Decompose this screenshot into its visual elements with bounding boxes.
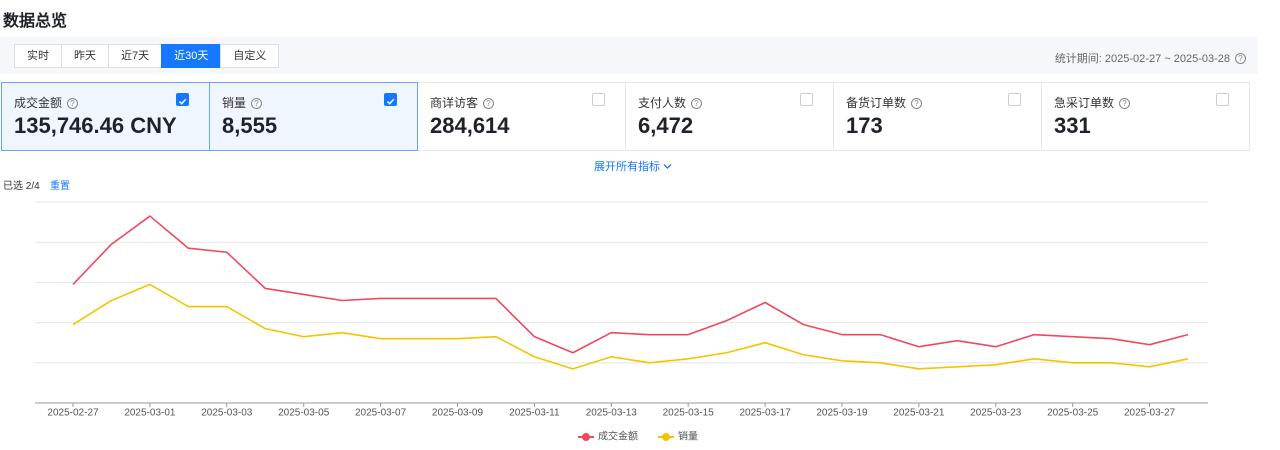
metric-label: 备货订单数: [846, 96, 907, 110]
page-title: 数据总览: [3, 13, 68, 30]
x-tick-label: 2025-03-27: [1124, 408, 1176, 419]
metric-label: 销量: [222, 96, 247, 110]
legend-dot: [582, 433, 590, 441]
metric-card[interactable]: 支付人数? 6,472: [625, 82, 834, 151]
metric-value: 8,555: [222, 113, 278, 138]
metric-checkbox[interactable]: [384, 93, 397, 106]
range-tab[interactable]: 近7天: [108, 44, 163, 68]
metric-value: 331: [1054, 113, 1091, 138]
metric-card[interactable]: 急采订单数? 331: [1041, 82, 1250, 151]
chevron: [663, 164, 672, 169]
metric-label: 成交金额: [14, 96, 63, 110]
expand-link[interactable]: 展开所有指标: [594, 158, 672, 174]
series-line: [72, 283, 1189, 370]
range-tab[interactable]: 近30天: [161, 44, 222, 68]
metric-checkbox[interactable]: [1008, 93, 1021, 106]
help-icon[interactable]: ?: [251, 98, 263, 109]
series-line: [72, 215, 1189, 354]
metric-label-row: 商详访客?: [430, 94, 495, 111]
metric-checkbox[interactable]: [800, 93, 813, 106]
x-tick-label: 2025-03-05: [278, 408, 330, 419]
x-tick-label: 2025-03-01: [124, 408, 176, 419]
legend-label: 成交金额: [598, 430, 638, 443]
metric-label: 商详访客: [430, 96, 479, 110]
metric-value: 284,614: [430, 113, 510, 138]
metric-card[interactable]: 销量? 8,555: [209, 82, 418, 151]
metric-label-row: 销量?: [222, 94, 263, 111]
help-icon[interactable]: ?: [1119, 98, 1131, 109]
legend-dot: [662, 433, 670, 441]
metric-card[interactable]: 商详访客? 284,614: [417, 82, 626, 151]
check-mark: [178, 98, 187, 105]
help-icon[interactable]: ?: [691, 98, 703, 109]
metric-card[interactable]: 备货订单数? 173: [833, 82, 1042, 151]
x-tick-label: 2025-03-09: [432, 408, 484, 419]
metric-value: 6,472: [638, 113, 694, 138]
help-icon[interactable]: ?: [911, 98, 923, 109]
x-tick-label: 2025-03-17: [739, 408, 791, 419]
help-icon[interactable]: ?: [1235, 53, 1246, 64]
chart: 2025-02-27 2025-03-01 2025-03-03 2025-03-05…: [35, 201, 1208, 443]
range-tab[interactable]: 实时: [14, 44, 62, 68]
x-tick-label: 2025-02-27: [47, 408, 99, 419]
period-text: 统计期间: 2025-02-27 ~ 2025-03-28: [1054, 53, 1230, 65]
expand-text: 展开所有指标: [594, 161, 660, 173]
metric-value: 173: [846, 113, 883, 138]
x-tick-label: 2025-03-03: [201, 408, 253, 419]
x-tick-label: 2025-03-23: [970, 408, 1022, 419]
selected-count: 已选 2/4: [3, 181, 40, 192]
metric-value: 135,746.46 CNY: [14, 113, 177, 138]
range-tab[interactable]: 自定义: [220, 44, 280, 68]
range-tabs: 实时 昨天 近7天 近30天 自定义: [14, 44, 280, 68]
metric-checkbox[interactable]: [176, 93, 189, 106]
x-tick-label: 2025-03-25: [1047, 408, 1099, 419]
reset-link[interactable]: 重置: [50, 181, 70, 192]
x-tick-label: 2025-03-15: [663, 408, 715, 419]
x-tick-label: 2025-03-07: [355, 408, 407, 419]
metric-label-row: 成交金额?: [14, 94, 79, 111]
x-tick-label: 2025-03-19: [816, 408, 868, 419]
metric-cards: 成交金额? 135,746.46 CNY 销量? 8,555 商详访客? 284,614 支…: [1, 82, 1250, 151]
help-icon[interactable]: ?: [67, 98, 79, 109]
metric-label-row: 急采订单数?: [1054, 94, 1131, 111]
metric-label-row: 支付人数?: [638, 94, 703, 111]
x-tick-label: 2025-03-13: [586, 408, 638, 419]
range-tab[interactable]: 昨天: [61, 44, 109, 68]
metric-label: 急采订单数: [1054, 96, 1115, 110]
period: 统计期间: 2025-02-27 ~ 2025-03-28?: [1055, 50, 1246, 66]
check-mark: [386, 98, 395, 105]
legend-label: 销量: [678, 430, 698, 443]
metric-label-row: 备货订单数?: [846, 94, 923, 111]
metric-label: 支付人数: [638, 96, 687, 110]
metric-card[interactable]: 成交金额? 135,746.46 CNY: [1, 82, 210, 151]
x-tick-label: 2025-03-11: [509, 408, 560, 419]
help-icon[interactable]: ?: [483, 98, 495, 109]
x-tick-label: 2025-03-21: [893, 408, 945, 419]
metric-checkbox[interactable]: [1216, 93, 1229, 106]
metric-checkbox[interactable]: [592, 93, 605, 106]
